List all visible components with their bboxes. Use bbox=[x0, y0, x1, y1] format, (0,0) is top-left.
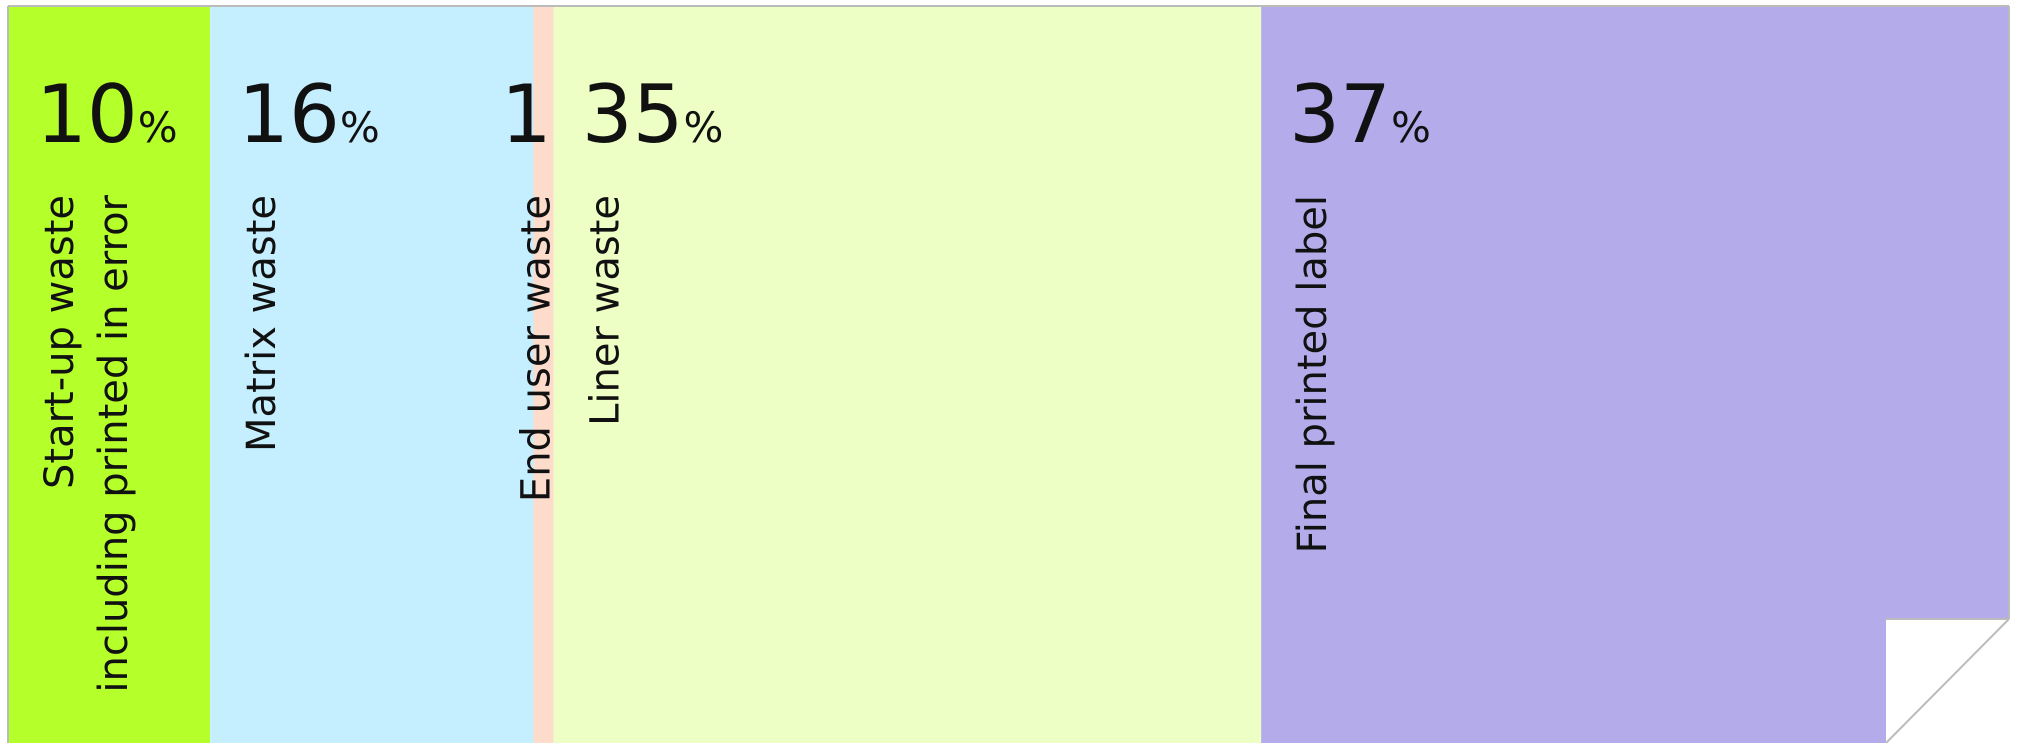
segments bbox=[8, 6, 2009, 743]
segment bbox=[533, 6, 554, 743]
value-label: 37% bbox=[1289, 68, 1431, 161]
fold-cover bbox=[1886, 619, 2020, 743]
category-label: including printed in error bbox=[91, 194, 137, 692]
category-label: End user waste bbox=[514, 195, 560, 502]
segment bbox=[8, 6, 211, 743]
value-label: 1 bbox=[501, 68, 552, 161]
category-label: Liner waste bbox=[583, 195, 629, 426]
segment bbox=[1261, 6, 2009, 743]
page-fold bbox=[7, 5, 2020, 743]
fold-diagonal bbox=[1885, 618, 2010, 743]
category-label: Final printed label bbox=[1290, 195, 1336, 553]
segment bbox=[553, 6, 1262, 743]
value-label: 35% bbox=[582, 68, 724, 161]
category-label: Start-up waste bbox=[37, 195, 83, 489]
value-label: 10% bbox=[36, 68, 178, 161]
category-label: Matrix waste bbox=[239, 195, 285, 452]
value-label: 16% bbox=[238, 68, 380, 161]
labels: 10% Start-up waste including printed in er… bbox=[36, 68, 1431, 693]
segment bbox=[210, 6, 534, 743]
